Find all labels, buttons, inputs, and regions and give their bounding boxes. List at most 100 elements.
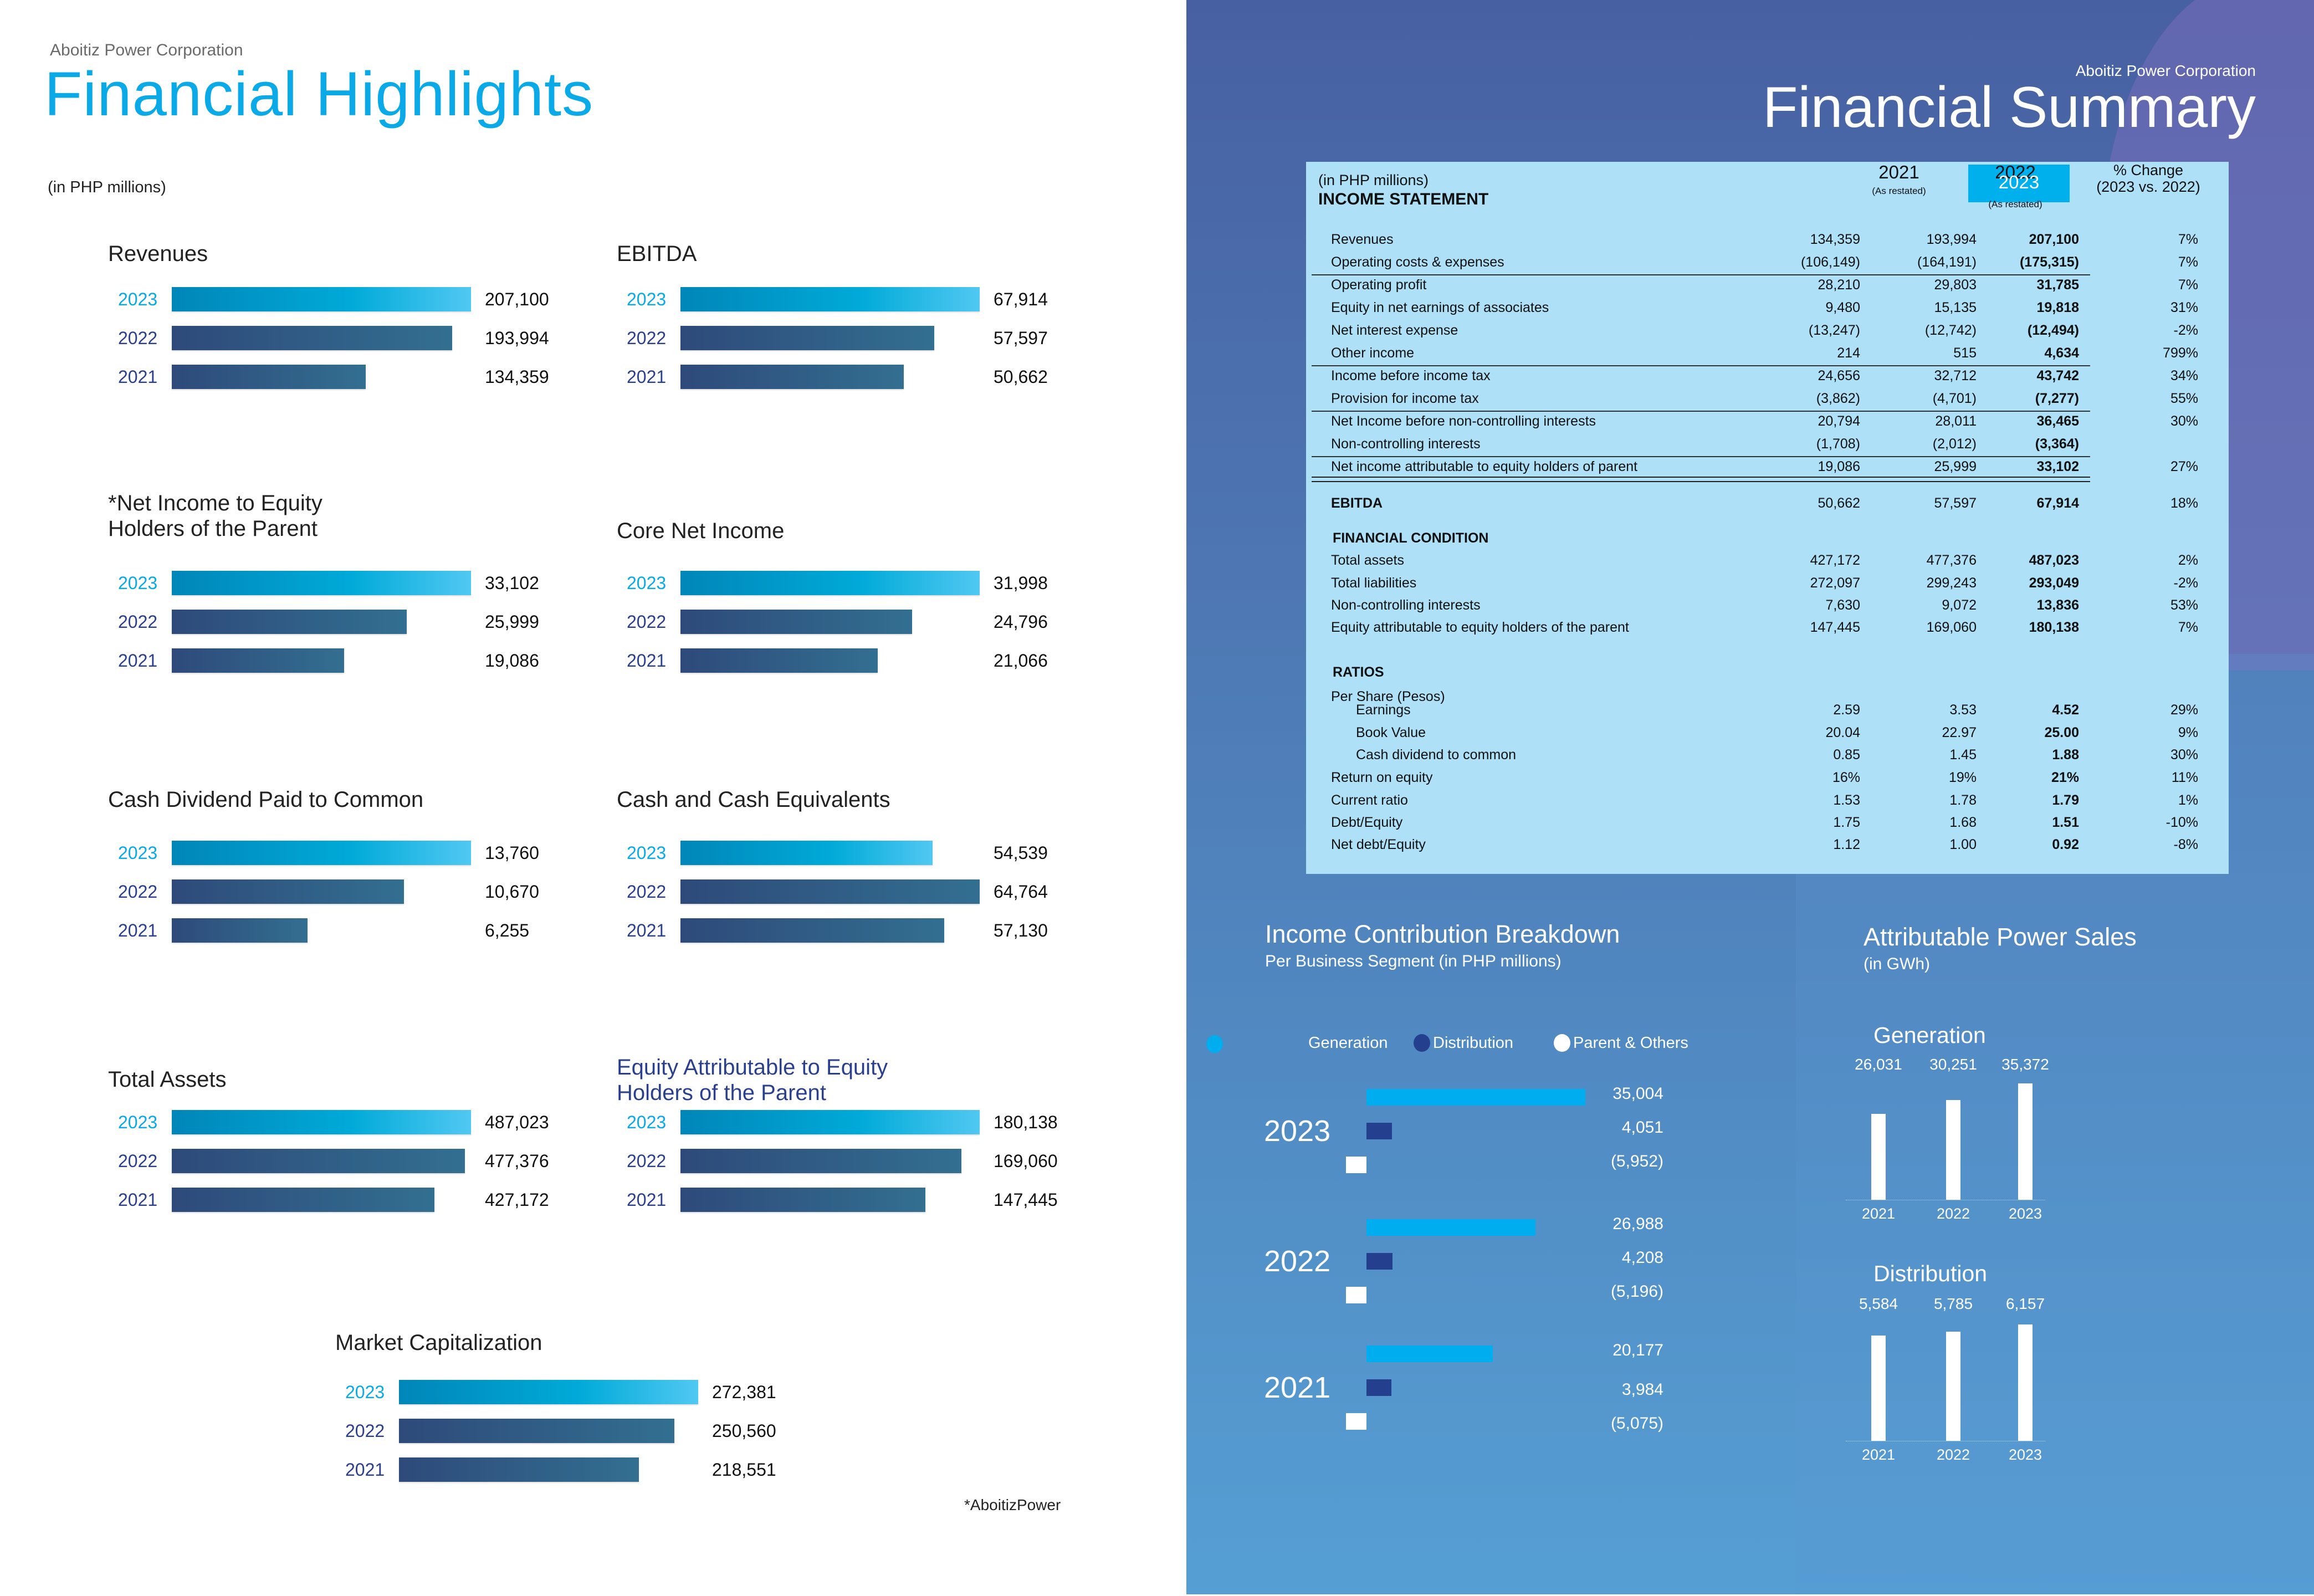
bar-distribution-2021: [1366, 1379, 1391, 1396]
x-axis-line: [1846, 1441, 2045, 1442]
bar-row: 2023 180,138: [617, 1110, 1060, 1134]
value-2022: 32,712: [1934, 368, 1977, 383]
row-label: Net income attributable to equity holder…: [1331, 459, 1638, 474]
bar-2023: [172, 287, 471, 311]
value-2022: 193,994: [1926, 232, 1977, 247]
row-label: Non-controlling interests: [1331, 436, 1481, 452]
year-label: 2022: [627, 612, 667, 632]
bar-row: 2022 250,560: [335, 1419, 779, 1443]
bar-2022: [172, 610, 407, 634]
highlight-chart: EBITDA 2023 67,914 2022 57,597 2021 50,662: [617, 241, 1060, 463]
year-label: 2022: [118, 328, 158, 348]
bar-row: 2021 50,662: [617, 365, 1060, 389]
value-2022: 29,803: [1934, 277, 1977, 293]
value-label: 19,086: [485, 651, 539, 671]
value-change: 2%: [2178, 553, 2198, 568]
col-note-2021: (As restated): [1872, 186, 1926, 196]
value-2021: 272,097: [1810, 575, 1860, 591]
year-label: 2023: [627, 289, 667, 309]
table-rule: [1312, 477, 2090, 482]
bar-2023: [680, 1110, 980, 1134]
value-2023: 19,818: [2036, 300, 2079, 315]
value-change: 53%: [2170, 597, 2198, 613]
value-2021: (1,708): [1816, 436, 1860, 452]
section-ratios: RATIOS: [1333, 664, 1384, 680]
legend-label: Generation: [1308, 1034, 1388, 1052]
value-2022: 1.45: [1949, 747, 1977, 763]
value-2022: 25,999: [1934, 459, 1977, 474]
chart-title: Cash and Cash Equivalents: [617, 787, 890, 812]
year-label: 2023: [118, 289, 158, 309]
year-tick-label: 2023: [2008, 1205, 2042, 1222]
bar-distribution-2022: [1366, 1253, 1393, 1270]
financial-summary-table: (in PHP millions) INCOME STATEMENT 2021 …: [1306, 162, 2229, 874]
col-note-change: (2023 vs. 2022): [2096, 178, 2200, 195]
legend-label: Distribution: [1433, 1034, 1514, 1052]
year-label: 2021: [118, 367, 158, 387]
value-label: 3,984: [1621, 1380, 1663, 1399]
bar-generation-2021: [1366, 1346, 1493, 1362]
value-label: 30,251: [1929, 1056, 1977, 1073]
col-header-2023: 2023: [1998, 172, 2040, 192]
financial-summary-page: Aboitiz Power Corporation Financial Summ…: [1186, 0, 2314, 1594]
col-header-2022: 2022: [1995, 162, 2036, 182]
value-2022: 1.00: [1949, 837, 1977, 852]
row-label: Non-controlling interests: [1331, 597, 1481, 613]
value-2021: 28,210: [1818, 277, 1860, 293]
value-2021: 50,662: [1818, 495, 1860, 511]
financial-highlights-page: Aboitiz Power Corporation Financial High…: [44, 41, 1061, 1552]
bar-2022: [680, 1149, 961, 1173]
unit-note: (in PHP millions): [48, 178, 166, 196]
value-change: 7%: [2178, 620, 2198, 635]
value-label: 487,023: [485, 1112, 549, 1132]
value-label: 4,208: [1621, 1249, 1663, 1267]
value-change: 29%: [2170, 702, 2198, 718]
highlight-chart: Market Capitalization 2023 272,381 2022 250,…: [335, 1330, 779, 1552]
row-label: Current ratio: [1331, 792, 1408, 808]
row-label: Operating profit: [1331, 277, 1427, 293]
value-2022: 22.97: [1942, 725, 1977, 740]
value-label: 477,376: [485, 1151, 549, 1171]
bar-row: 2022 24,796: [617, 610, 1060, 634]
bar-generation-2023: [1366, 1089, 1585, 1106]
value-2022: (164,191): [1917, 254, 1977, 270]
chart-title: Cash Dividend Paid to Common: [108, 787, 424, 812]
row-label: Cash dividend to common: [1356, 747, 1517, 763]
bar-2021: [172, 918, 308, 943]
bar-row: 2023 31,998: [617, 571, 1060, 595]
value-change: 11%: [2171, 770, 2198, 785]
per-share-label: Per Share (Pesos): [1331, 689, 1445, 704]
table-rule: [1312, 456, 2090, 457]
value-2023: 1.79: [2052, 792, 2079, 808]
value-2023: 13,836: [2036, 597, 2079, 613]
bar-row: 2022 10,670: [108, 879, 551, 904]
power-sales-section-title: Generation: [1873, 1022, 1986, 1048]
bar-row: 2022 193,994: [108, 326, 551, 350]
bar-generation-2022: [1366, 1219, 1535, 1236]
bar-row: 2022 477,376: [108, 1149, 551, 1173]
value-label: 169,060: [994, 1151, 1058, 1171]
value-2021: 1.12: [1833, 837, 1860, 852]
value-label: 6,255: [485, 920, 530, 940]
value-2021: 147,445: [1810, 620, 1860, 635]
value-2022: 28,011: [1935, 413, 1977, 429]
value-2022: (12,742): [1924, 323, 1977, 338]
year-label: 2021: [118, 920, 158, 940]
highlight-chart: Equity Attributable to Equity Holders of…: [617, 1055, 1060, 1276]
row-label: Book Value: [1356, 725, 1426, 740]
bar-2023: [172, 571, 471, 595]
value-change: 7%: [2178, 254, 2198, 270]
value-label: 6,157: [2005, 1295, 2045, 1312]
row-label: Revenues: [1331, 232, 1394, 247]
year-label: 2023: [627, 573, 667, 593]
row-label: Debt/Equity: [1331, 815, 1403, 830]
page-title: Financial Highlights: [44, 59, 594, 129]
year-tick-label: 2021: [1861, 1205, 1896, 1222]
value-2021: 19,086: [1818, 459, 1860, 474]
value-label: 31,998: [994, 573, 1048, 593]
legend-label: Parent & Others: [1573, 1034, 1688, 1052]
value-change: -10%: [2165, 815, 2198, 830]
year-label: 2023: [118, 1112, 158, 1132]
value-2021: 214: [1837, 345, 1860, 361]
value-2022: 3.53: [1949, 702, 1977, 718]
